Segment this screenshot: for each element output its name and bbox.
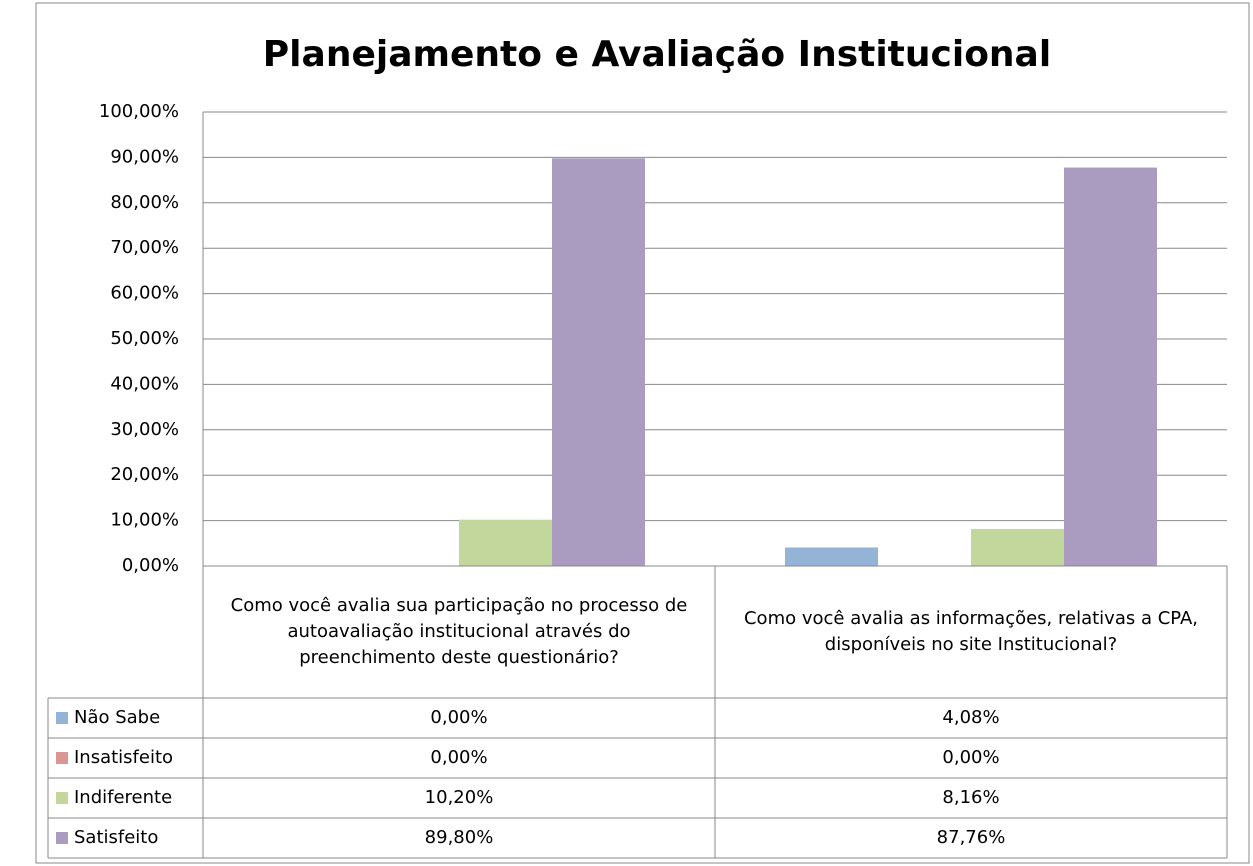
bar <box>459 519 552 566</box>
y-tick-label: 30,00% <box>110 419 179 440</box>
y-tick-label: 80,00% <box>110 192 179 213</box>
legend-label: Indiferente <box>74 787 172 808</box>
y-tick-label: 70,00% <box>110 237 179 258</box>
legend-swatch <box>56 712 68 724</box>
data-label: 89,80% <box>425 827 494 848</box>
data-label: 0,00% <box>430 747 487 768</box>
y-tick-label: 100,00% <box>99 101 179 122</box>
data-label: 10,20% <box>425 787 494 808</box>
chart-border <box>35 2 1250 864</box>
data-label: 8,16% <box>942 787 999 808</box>
bar <box>785 547 878 566</box>
data-label: 4,08% <box>942 707 999 728</box>
bar <box>552 158 645 567</box>
bar <box>1064 167 1157 567</box>
y-tick-label: 90,00% <box>110 146 179 167</box>
data-label: 0,00% <box>430 707 487 728</box>
y-tick-label: 40,00% <box>110 373 179 394</box>
bar <box>971 528 1064 566</box>
legend-label: Insatisfeito <box>74 747 173 768</box>
legend-swatch <box>56 832 68 844</box>
data-label: 0,00% <box>942 747 999 768</box>
x-tick-label: Como você avalia sua participação no pro… <box>230 595 688 668</box>
y-tick-label: 0,00% <box>122 555 179 576</box>
chart-title: Planejamento e Avaliação Institucional <box>263 34 1051 75</box>
legend-label: Satisfeito <box>74 827 158 848</box>
y-tick-label: 20,00% <box>110 464 179 485</box>
data-label: 87,76% <box>937 827 1006 848</box>
legend-swatch <box>56 792 68 804</box>
y-tick-label: 50,00% <box>110 328 179 349</box>
y-tick-label: 60,00% <box>110 283 179 304</box>
legend-label: Não Sabe <box>74 707 160 728</box>
y-tick-label: 10,00% <box>110 510 179 531</box>
x-tick-label: Como você avalia as informações, relativ… <box>743 608 1199 655</box>
legend-swatch <box>56 752 68 764</box>
